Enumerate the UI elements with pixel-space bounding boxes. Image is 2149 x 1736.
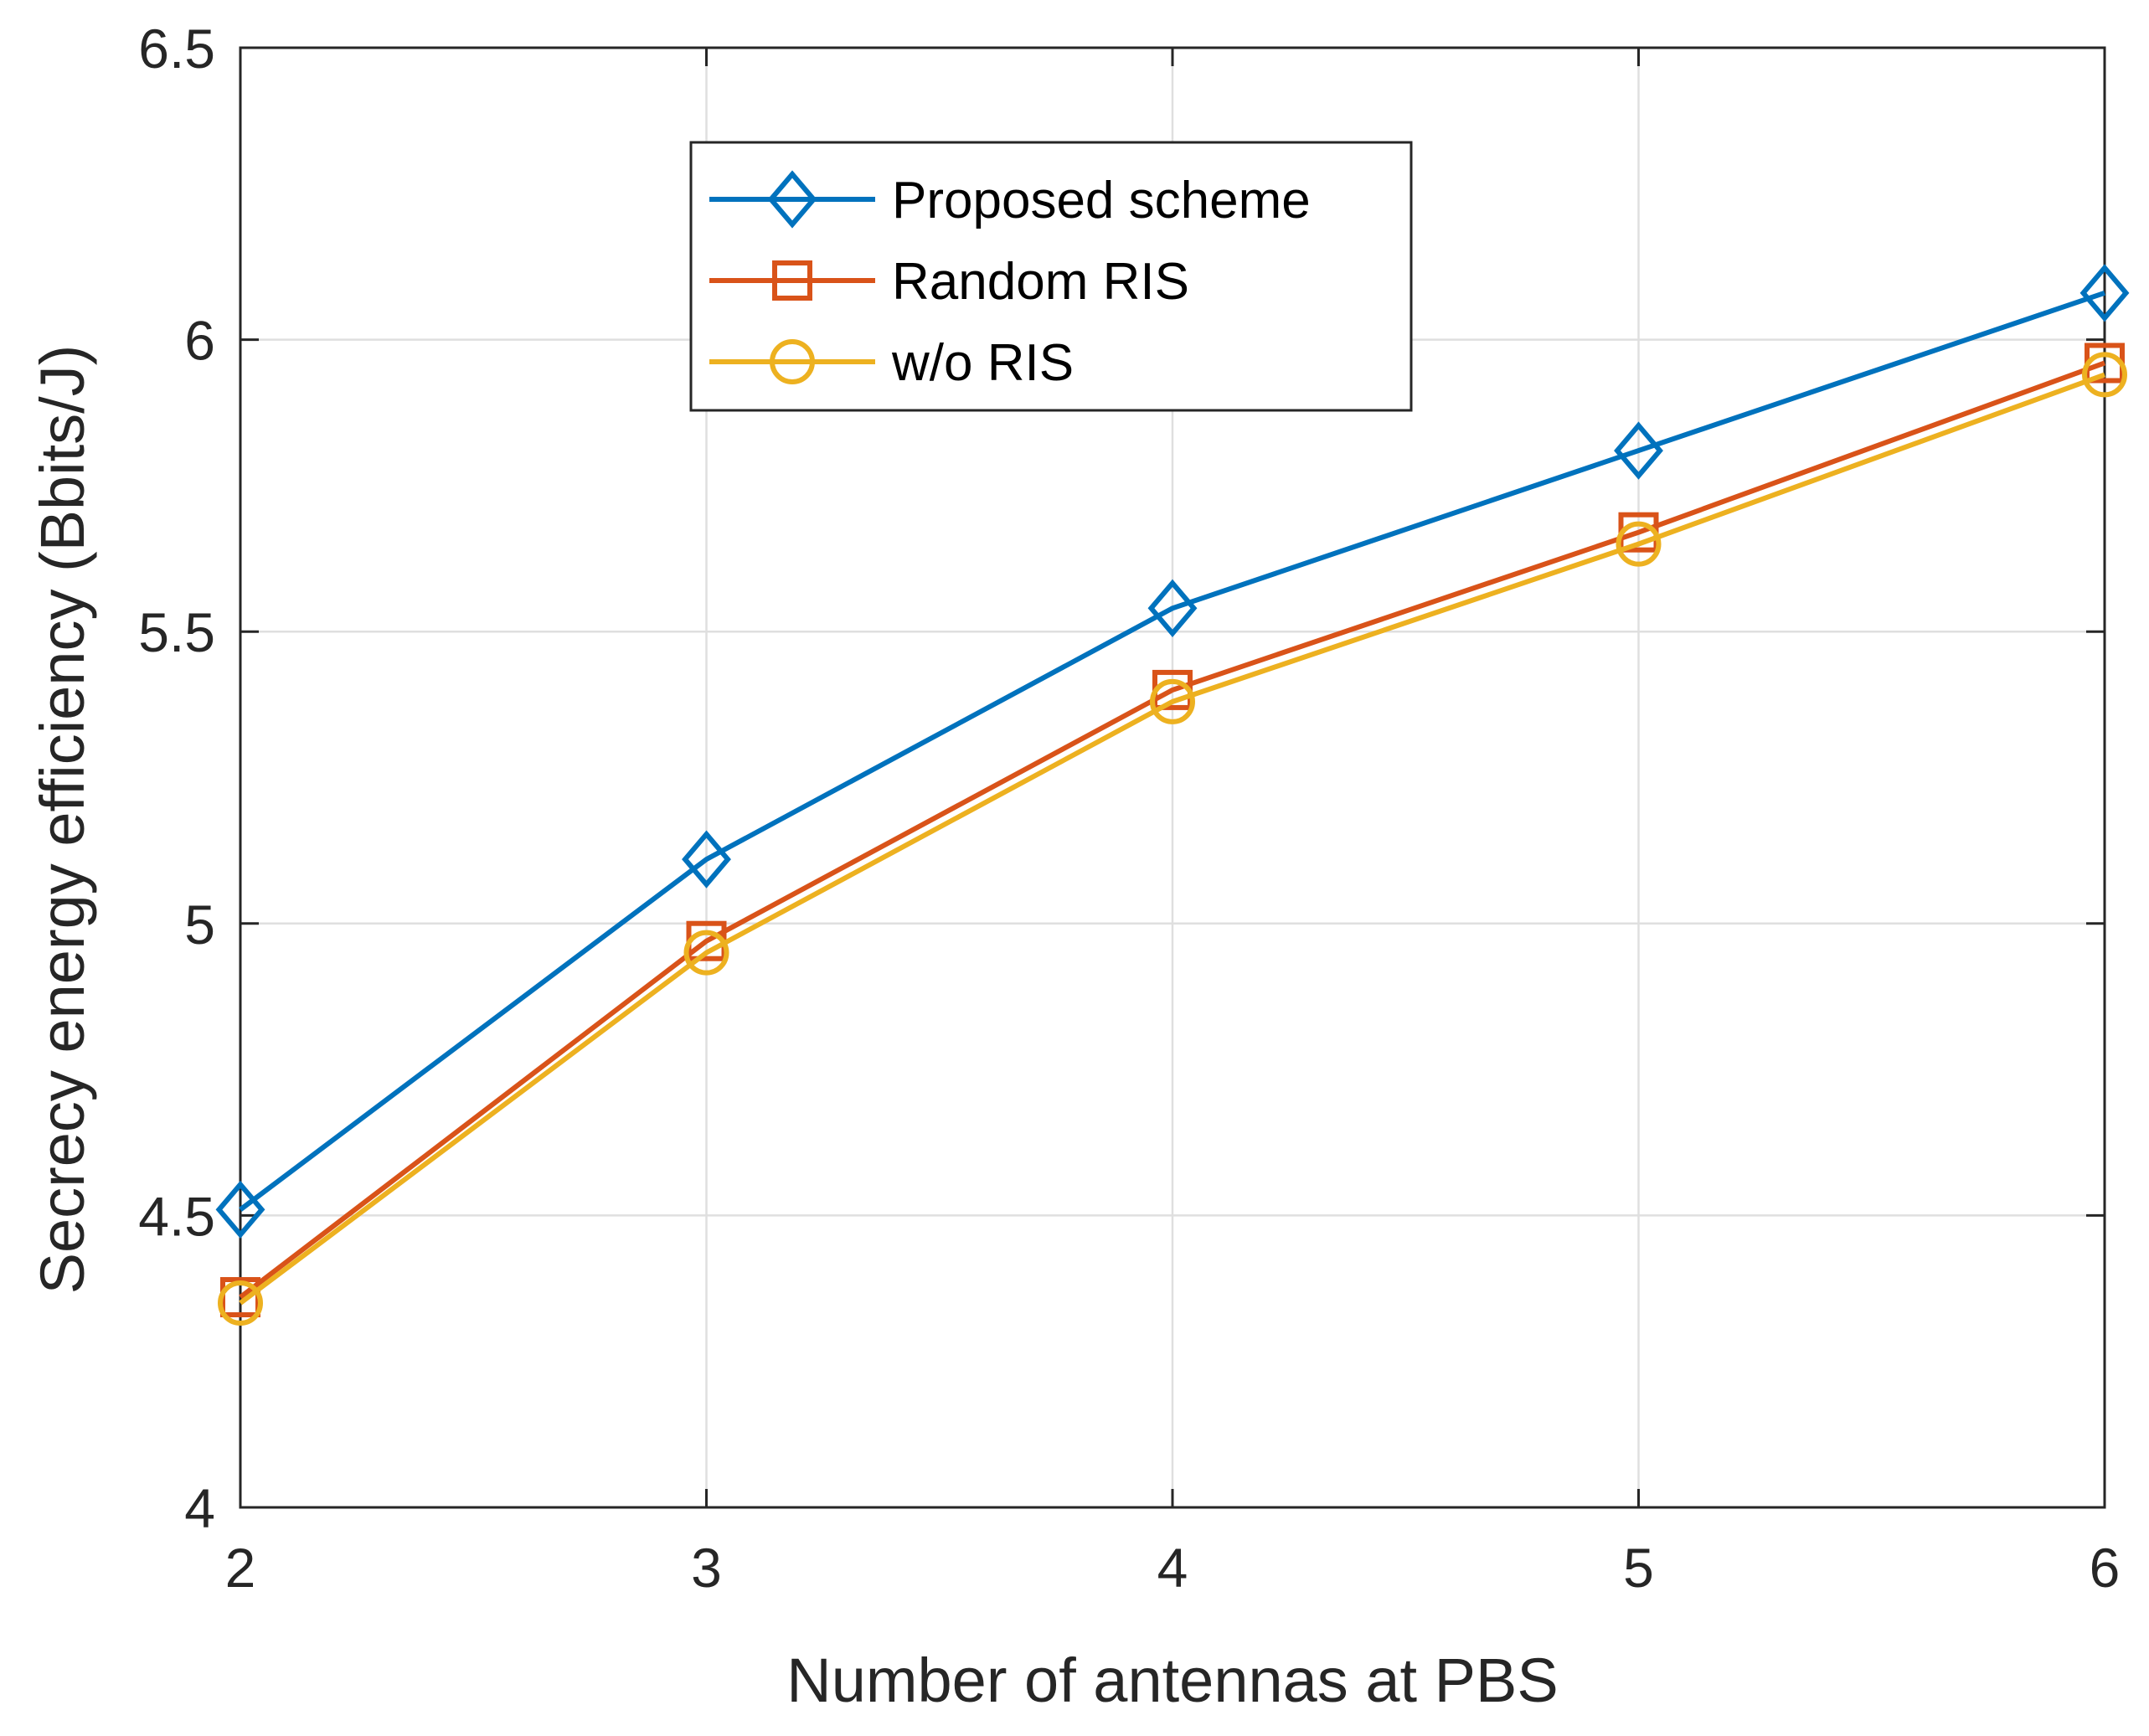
series-line-proposed-scheme [239, 290, 2105, 1212]
series-w-o-ris [218, 352, 2127, 1326]
legend-item-random-ris: Random RIS [709, 253, 1189, 311]
y-tick-label: 5.5 [138, 601, 215, 663]
y-tick-label: 4.5 [138, 1185, 215, 1247]
data-point-w-o-ris [218, 1280, 263, 1326]
legend-item-proposed-scheme: Proposed scheme [709, 170, 1311, 229]
y-tick-label: 5 [184, 894, 215, 956]
data-point-w-o-ris [1150, 678, 1195, 724]
x-axis-label: Number of antennas at PBS [786, 1646, 1558, 1715]
series-line-w-o-ris [239, 372, 2106, 1306]
y-axis-label: Secrecy energy efficiency (Bbits/J) [28, 345, 97, 1295]
legend-label-random-ris: Random RIS [892, 253, 1189, 311]
legend-label-proposed-scheme: Proposed scheme [892, 172, 1311, 229]
legend-item-w-o-ris: w/o RIS [709, 334, 1074, 392]
data-point-w-o-ris [2082, 352, 2127, 398]
legend-marker-w-o-ris [770, 339, 815, 384]
x-tick-label: 3 [691, 1537, 722, 1599]
data-point-proposed-scheme [2079, 264, 2130, 322]
x-tick-label: 5 [1623, 1537, 1654, 1599]
y-tick-label: 6 [184, 310, 215, 372]
data-point-proposed-scheme [1614, 421, 1663, 480]
y-tick-labels: 4 4.5 5 5.5 6 6.5 [138, 18, 215, 1539]
data-point-w-o-ris [683, 930, 729, 976]
y-tick-label: 6.5 [138, 18, 215, 80]
data-point-proposed-scheme [215, 1180, 265, 1239]
legend-marker-random-ris [772, 260, 812, 301]
legend: Proposed scheme Random RIS w/o RIS [689, 141, 1413, 412]
data-point-proposed-scheme [682, 830, 731, 889]
series-line-random-ris [239, 360, 2106, 1300]
y-tick-label: 4 [184, 1477, 215, 1539]
data-point-proposed-scheme [1147, 579, 1198, 637]
series-layer [215, 264, 2130, 1326]
x-tick-labels: 2 3 4 5 6 [225, 1537, 2121, 1599]
x-tick-label: 6 [2090, 1537, 2121, 1599]
axis-ticks [239, 46, 2106, 1509]
legend-marker-proposed-scheme [767, 170, 817, 229]
legend-label-w-o-ris: w/o RIS [891, 334, 1074, 392]
x-tick-label: 4 [1157, 1537, 1188, 1599]
data-point-w-o-ris [1616, 521, 1662, 567]
x-tick-label: 2 [225, 1537, 256, 1599]
series-proposed-scheme [215, 264, 2130, 1239]
